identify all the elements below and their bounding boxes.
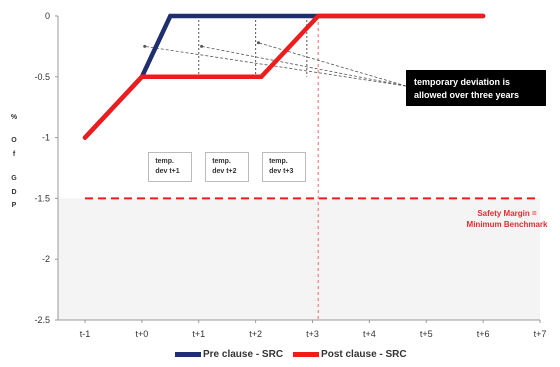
y-axis-label-letter: D <box>11 189 16 196</box>
y-tick-label: -2.5 <box>34 315 50 325</box>
y-tick-label: -1.5 <box>34 193 50 203</box>
dev-box-t2: temp. dev t+2 <box>205 152 250 182</box>
callout-arrow-head <box>200 44 204 48</box>
callout-arrow <box>144 46 407 87</box>
callout-arrow <box>258 42 407 87</box>
legend-label-pre: Pre clause - SRC <box>203 349 284 360</box>
safety-margin-line-1: Safety Margin = <box>477 209 537 218</box>
y-axis-label-letter: O <box>11 137 17 144</box>
legend: Pre clause - SRC Post clause - SRC <box>175 349 417 360</box>
annotation-callout: temporary deviation is allowed over thre… <box>406 70 546 106</box>
legend-item-pre: Pre clause - SRC <box>175 349 283 360</box>
x-tick-label: t+5 <box>420 329 433 339</box>
y-axis-label-letter: % <box>11 114 18 121</box>
dev-box-t3-line-2: dev t+3 <box>269 168 294 175</box>
x-tick-label: t-1 <box>80 329 91 339</box>
x-tick-label: t+6 <box>477 329 490 339</box>
y-tick-label: -0.5 <box>34 72 50 82</box>
y-axis-label-letter: G <box>11 175 17 182</box>
legend-swatch-pre <box>175 352 201 357</box>
callout-line-2: allowed over three years <box>414 90 520 100</box>
y-tick-label: 0 <box>45 11 50 21</box>
dev-box-t1-line-2: dev t+1 <box>155 168 180 175</box>
safety-margin-line-2: Minimum Benchmark <box>466 220 548 229</box>
callout-line-1: temporary deviation is <box>414 77 511 87</box>
x-tick-label: t+4 <box>363 329 376 339</box>
dev-box-t2-line-2: dev t+2 <box>212 168 237 175</box>
x-tick-label: t+1 <box>192 329 205 339</box>
x-tick-label: t+2 <box>249 329 262 339</box>
x-tick-label: t+0 <box>135 329 148 339</box>
legend-label-post: Post clause - SRC <box>321 349 407 360</box>
shaded-region <box>58 198 540 320</box>
dev-box-t3-line-1: temp. <box>269 158 288 165</box>
callout-arrow-head <box>143 44 147 48</box>
legend-swatch-post <box>293 352 320 357</box>
y-axis-label-letter: f <box>13 151 16 158</box>
legend-item-post: Post clause - SRC <box>293 349 407 360</box>
y-tick-label: -1 <box>42 133 50 143</box>
series-line-post-clause <box>82 13 486 140</box>
dev-box-t2-line-1: temp. <box>212 158 231 165</box>
y-axis-label-letter: P <box>12 202 17 209</box>
dev-box-t3: temp. dev t+3 <box>262 152 307 182</box>
y-tick-label: -2 <box>42 254 50 264</box>
callout-arrow <box>201 46 407 87</box>
dev-box-t1-line-1: temp. <box>155 158 174 165</box>
safety-margin-label: Safety Margin = Minimum Benchmark <box>455 208 559 230</box>
callout-arrow-head <box>256 41 260 45</box>
dev-box-t1: temp. dev t+1 <box>148 152 193 182</box>
x-tick-label: t+3 <box>306 329 319 339</box>
x-tick-label: t+7 <box>534 329 547 339</box>
